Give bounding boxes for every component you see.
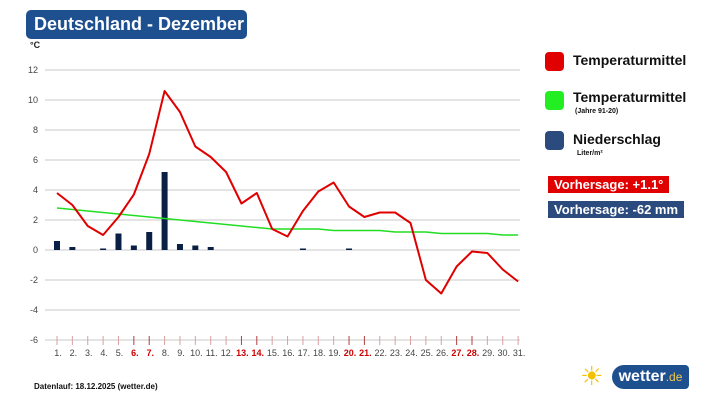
logo-text: wetter xyxy=(618,368,666,385)
precip-bar xyxy=(176,244,183,250)
x-tick-label: 20. xyxy=(344,348,357,358)
y-axis-unit: °C xyxy=(30,40,41,50)
legend-label: Temperaturmittel xyxy=(573,52,687,68)
legend-sublabel: (Jahre 91-20) xyxy=(575,108,619,115)
logo-tld: .de xyxy=(665,370,683,384)
x-tick-label: 16. xyxy=(282,348,295,358)
precip-bar xyxy=(115,233,122,250)
precip-bar xyxy=(192,245,199,250)
legend-sublabel: Liter/m² xyxy=(577,150,603,157)
precip-bar xyxy=(146,232,153,250)
x-tick-label: 17. xyxy=(298,348,311,358)
x-tick-label: 13. xyxy=(236,348,249,358)
x-tick-label: 15. xyxy=(267,348,280,358)
x-tick-label: 7. xyxy=(146,348,154,358)
x-tick-label: 9. xyxy=(177,348,185,358)
y-tick-label: -6 xyxy=(30,335,38,345)
precip-bar xyxy=(299,248,306,250)
x-tick-label: 14. xyxy=(252,348,265,358)
x-tick-label: 2. xyxy=(70,348,78,358)
x-tick-label: 12. xyxy=(221,348,234,358)
y-tick-label: 12 xyxy=(28,65,38,75)
footer-note: Datenlauf: 18.12.2025 (wetter.de) xyxy=(34,382,158,391)
x-tick-label: 18. xyxy=(313,348,326,358)
precip-bar xyxy=(100,248,107,250)
y-tick-label: -2 xyxy=(30,275,38,285)
x-tick-label: 6. xyxy=(131,348,139,358)
x-tick-label: 31. xyxy=(513,348,526,358)
precip-bar xyxy=(207,247,214,250)
precip-bar xyxy=(346,248,353,250)
x-tick-label: 4. xyxy=(100,348,108,358)
y-tick-label: 2 xyxy=(33,215,38,225)
x-tick-label: 3. xyxy=(85,348,93,358)
normal-temp-line xyxy=(56,207,519,236)
precip-bar xyxy=(69,247,76,250)
y-tick-label: 0 xyxy=(33,245,38,255)
x-tick-label: 24. xyxy=(405,348,418,358)
x-tick-label: 23. xyxy=(390,348,403,358)
sun-icon: ☀ xyxy=(580,361,604,391)
x-tick-label: 21. xyxy=(359,348,372,358)
precip-bar xyxy=(130,245,137,250)
y-tick-label: 8 xyxy=(33,125,38,135)
y-tick-label: 10 xyxy=(28,95,38,105)
legend-swatch-red xyxy=(545,52,564,71)
x-tick-label: 1. xyxy=(54,348,62,358)
x-tick-label: 19. xyxy=(328,348,341,358)
y-tick-label: 4 xyxy=(33,185,38,195)
x-tick-label: 25. xyxy=(421,348,434,358)
x-tick-label: 11. xyxy=(206,348,218,358)
legend-swatch-green xyxy=(545,91,564,110)
x-tick-label: 28. xyxy=(467,348,480,358)
forecast-precip-badge: Vorhersage: -62 mm xyxy=(548,201,685,218)
x-tick-label: 29. xyxy=(482,348,495,358)
x-tick-label: 8. xyxy=(162,348,170,358)
x-tick-label: 27. xyxy=(451,348,464,358)
x-tick-label: 22. xyxy=(375,348,388,358)
legend-label: Temperaturmittel xyxy=(573,89,687,105)
y-tick-label: -4 xyxy=(30,305,38,315)
temp-line xyxy=(56,90,519,295)
wetter-logo[interactable]: wetter.de xyxy=(612,365,689,389)
precip-bar xyxy=(161,172,168,250)
legend-label: Niederschlag xyxy=(573,131,661,147)
legend-swatch-blue xyxy=(545,131,564,150)
precip-bar xyxy=(54,241,60,250)
x-tick-label: 30. xyxy=(497,348,510,358)
page-title: Deutschland - Dezember xyxy=(26,10,247,39)
x-tick-label: 26. xyxy=(436,348,449,358)
forecast-temp-badge: Vorhersage: +1.1° xyxy=(548,176,670,193)
x-tick-label: 10. xyxy=(190,348,203,358)
x-tick-label: 5. xyxy=(116,348,124,358)
y-tick-label: 6 xyxy=(33,155,38,165)
